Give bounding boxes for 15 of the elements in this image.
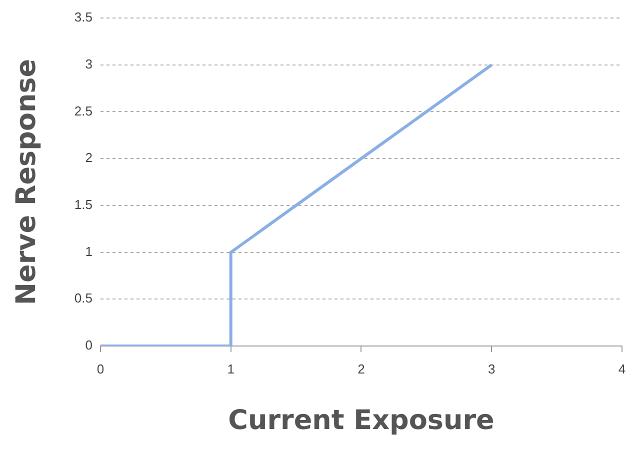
- y-tick-label: 3: [85, 56, 92, 72]
- x-tick-label: 2: [358, 361, 365, 376]
- y-tick-label: 1: [85, 244, 92, 259]
- x-tick-label: 0: [96, 361, 104, 376]
- y-tick-label: 1.5: [74, 197, 92, 212]
- y-tick-label: 0.5: [74, 290, 92, 306]
- x-tick-label: 3: [488, 361, 496, 376]
- y-axis-title: Nerve Response: [11, 58, 42, 306]
- y-tick-label: 2.5: [74, 103, 92, 118]
- y-tick-label: 2: [85, 150, 92, 166]
- x-tick-label: 4: [618, 361, 626, 376]
- x-tick-label: 1: [227, 361, 234, 376]
- y-tick-label: 0: [85, 338, 92, 353]
- y-tick-label: 3.5: [74, 10, 92, 25]
- x-axis-title: Current Exposure: [228, 404, 494, 436]
